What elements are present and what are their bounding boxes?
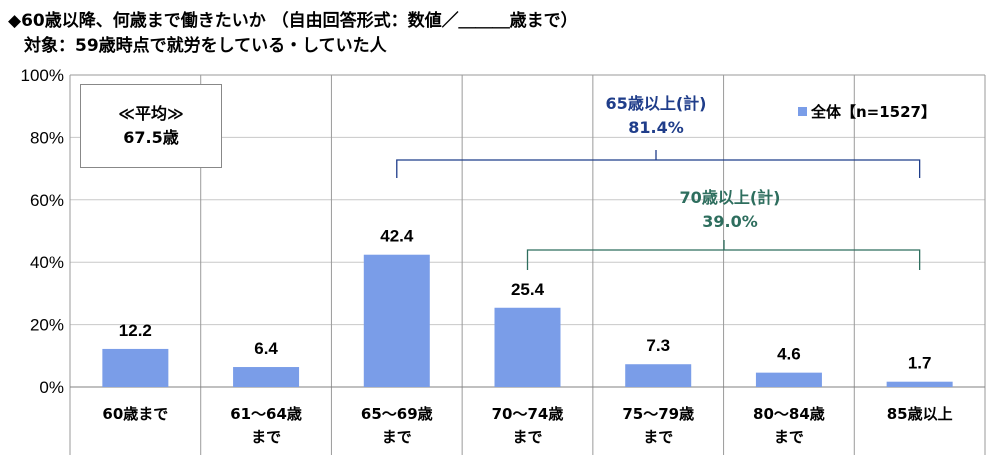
y-tick-label: 100% [21,66,64,85]
bar [102,348,169,387]
x-tick-label: 65～69歳 [361,405,433,423]
data-label: 42.4 [380,227,414,246]
bar [233,367,300,387]
x-tick-label: まで [382,428,412,446]
legend-label: 全体【n=1527】 [811,103,936,121]
annotation-70-plus: 70歳以上(計) 39.0% [650,186,810,234]
y-tick-label: 80% [30,128,64,147]
x-tick-label: 60歳まで [102,405,168,423]
bar [494,307,561,387]
chart-subtitle: 対象：59歳時点で就労をしている・していた人 [24,36,387,56]
data-label: 25.4 [511,280,545,299]
chart-title: ◆60歳以降、何歳まで働きたいか （自由回答形式：数値／＿＿＿歳まで） [8,11,578,31]
bar [886,381,953,387]
y-tick-label: 20% [30,316,64,335]
annotation-70-plus-value: 39.0% [702,212,758,231]
bracket-65-plus [396,159,921,178]
bar [363,254,430,387]
data-label: 1.7 [908,354,932,373]
y-tick-label: 40% [30,253,64,272]
x-tick-label: まで [643,428,673,446]
bar [755,372,822,387]
x-tick-label: まで [774,428,804,446]
y-tick-label: 0% [39,378,64,397]
x-tick-label: 70～74歳 [492,405,564,423]
annotation-65-plus-label: 65歳以上(計) [605,94,707,113]
bar [625,364,692,387]
x-tick-label: 61～64歳 [230,405,302,423]
x-tick-label: 80～84歳 [753,405,825,423]
average-value: 67.5歳 [123,128,179,147]
x-tick-label: まで [512,428,542,446]
x-tick-label: 85歳以上 [887,405,953,423]
x-tick-label: まで [251,428,281,446]
legend-swatch [798,107,807,116]
annotation-70-plus-label: 70歳以上(計) [679,188,781,207]
average-label: ≪平均≫ [118,104,184,123]
data-label: 7.3 [646,336,670,355]
data-label: 4.6 [777,345,801,364]
data-label: 6.4 [254,339,278,358]
x-tick-label: 75～79歳 [622,405,694,423]
data-label: 12.2 [119,321,152,340]
annotation-65-plus-value: 81.4% [628,118,684,137]
legend: 全体【n=1527】 [798,101,936,122]
annotation-65-plus: 65歳以上(計) 81.4% [576,92,736,140]
y-tick-label: 60% [30,191,64,210]
average-box: ≪平均≫ 67.5歳 [80,84,222,168]
